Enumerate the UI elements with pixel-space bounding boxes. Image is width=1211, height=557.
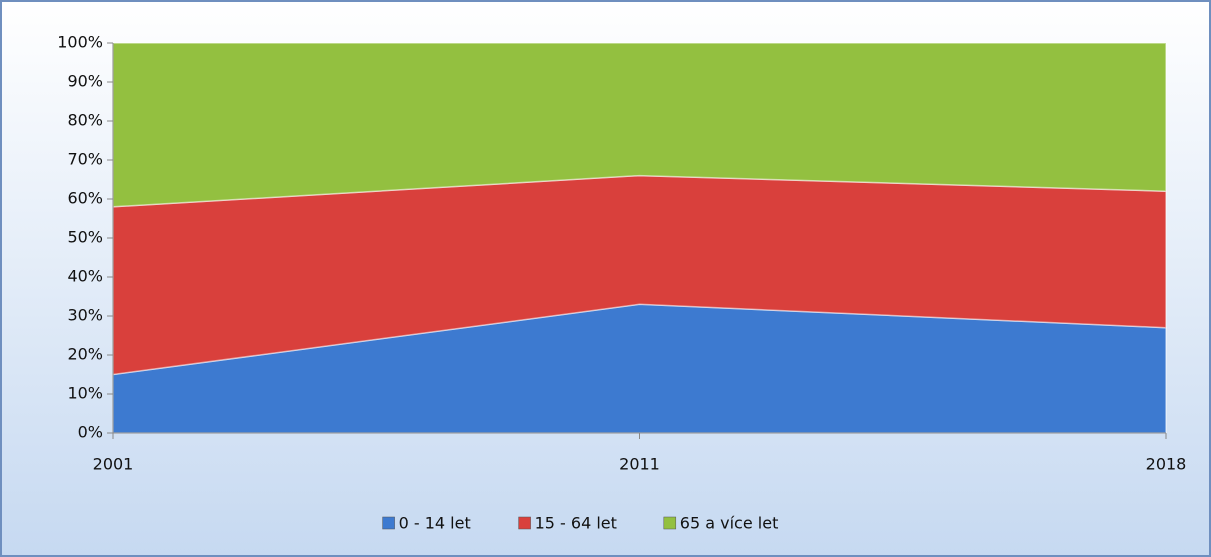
legend-label: 0 - 14 let [399, 514, 471, 533]
y-tick-label: 100% [57, 33, 103, 52]
y-tick-label: 90% [67, 72, 103, 91]
legend-swatch [518, 516, 531, 530]
y-tick-label: 0% [78, 423, 103, 442]
x-tick-label: 2011 [619, 455, 660, 474]
y-tick-label: 10% [67, 384, 103, 403]
legend-swatch [382, 516, 395, 530]
legend-label: 65 a více let [680, 514, 779, 533]
y-tick-label: 80% [67, 111, 103, 130]
legend-swatch [663, 516, 677, 530]
x-tick-label: 2018 [1146, 455, 1187, 474]
y-tick-label: 20% [67, 345, 103, 364]
y-tick-label: 50% [67, 228, 103, 247]
y-tick-label: 40% [67, 267, 103, 286]
y-tick-label: 60% [67, 189, 103, 208]
legend-label: 15 - 64 let [535, 514, 617, 533]
y-tick-label: 30% [67, 306, 103, 325]
y-tick-label: 70% [67, 150, 103, 169]
x-tick-label: 2001 [93, 455, 134, 474]
